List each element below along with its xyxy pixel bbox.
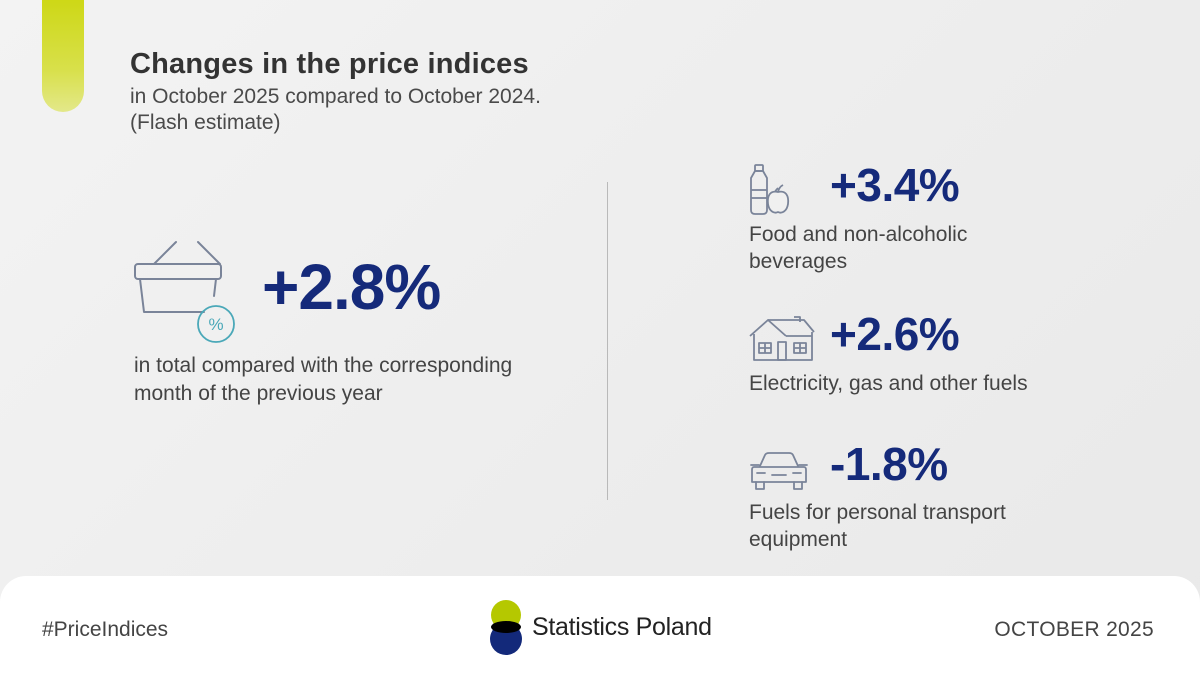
car-icon xyxy=(750,452,808,490)
subtitle-line-2: (Flash estimate) xyxy=(130,111,281,134)
page-subtitle: in October 2025 compared to October 2024… xyxy=(130,84,541,136)
shopping-basket-percent-icon: % xyxy=(134,241,235,343)
energy-change-value: +2.6% xyxy=(830,308,960,360)
house-icon xyxy=(749,316,815,361)
food-category-label: Food and non-alcoholic beverages xyxy=(749,223,968,273)
total-change-value: +2.8% xyxy=(262,251,441,323)
fuels-category-label: Fuels for personal transport equipment xyxy=(749,501,1006,551)
bottle-apple-icon xyxy=(750,164,790,215)
subtitle-line-1: in October 2025 compared to October 2024… xyxy=(130,85,541,108)
svg-text:%: % xyxy=(208,315,223,334)
logo-text: Statistics Poland xyxy=(532,613,712,641)
total-change-description: in total compared with the corresponding… xyxy=(134,354,513,405)
hashtag: #PriceIndices xyxy=(42,618,169,641)
fuels-change-value: -1.8% xyxy=(830,438,948,490)
energy-category-label: Electricity, gas and other fuels xyxy=(749,372,1028,395)
page-title: Changes in the price indices xyxy=(130,48,529,80)
footer: #PriceIndices Statistics Poland OCTOBER … xyxy=(0,576,1200,675)
column-divider xyxy=(607,182,608,500)
accent-bar xyxy=(42,0,84,112)
statistics-poland-logo xyxy=(490,600,522,655)
food-change-value: +3.4% xyxy=(830,159,960,211)
publication-date: OCTOBER 2025 xyxy=(994,618,1154,641)
